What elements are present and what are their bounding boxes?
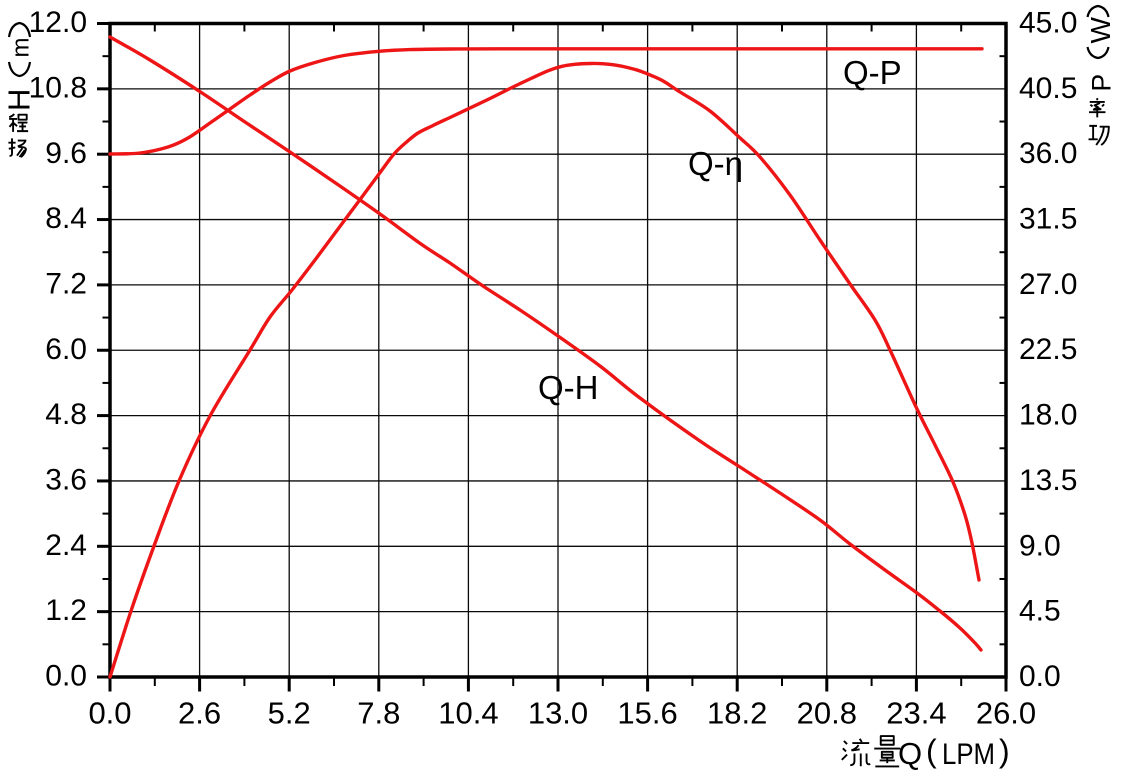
svg-text:3.6: 3.6 bbox=[45, 464, 87, 497]
svg-text:0.0: 0.0 bbox=[1019, 660, 1061, 693]
svg-text:0.0: 0.0 bbox=[45, 660, 87, 693]
svg-text:18.0: 18.0 bbox=[1019, 399, 1077, 432]
svg-text:20.8: 20.8 bbox=[797, 696, 857, 731]
svg-text:40.5: 40.5 bbox=[1019, 72, 1077, 105]
svg-text:Q-P: Q-P bbox=[843, 54, 902, 91]
svg-text:9.0: 9.0 bbox=[1019, 529, 1061, 562]
svg-text:1.2: 1.2 bbox=[45, 594, 87, 627]
svg-text:26.0: 26.0 bbox=[976, 696, 1036, 731]
svg-text:22.5: 22.5 bbox=[1019, 333, 1077, 366]
svg-text:7.8: 7.8 bbox=[357, 696, 400, 731]
svg-text:9.6: 9.6 bbox=[45, 137, 87, 170]
svg-text:W: W bbox=[1085, 17, 1116, 44]
svg-text:5.2: 5.2 bbox=[268, 696, 311, 731]
svg-text:18.2: 18.2 bbox=[707, 696, 767, 731]
svg-text:(: ( bbox=[926, 733, 937, 769]
svg-text:10.4: 10.4 bbox=[438, 696, 498, 731]
svg-text:H: H bbox=[2, 89, 37, 111]
svg-text:15.6: 15.6 bbox=[617, 696, 677, 731]
svg-text:Q: Q bbox=[898, 736, 922, 771]
svg-text:4.8: 4.8 bbox=[45, 398, 87, 431]
svg-text:2.6: 2.6 bbox=[178, 696, 221, 731]
svg-text:0.0: 0.0 bbox=[88, 696, 131, 731]
svg-text:6.0: 6.0 bbox=[45, 333, 87, 366]
svg-text:m: m bbox=[8, 38, 35, 58]
svg-text:45.0: 45.0 bbox=[1019, 7, 1077, 40]
svg-text:Q-η: Q-η bbox=[688, 145, 743, 182]
svg-text:13.5: 13.5 bbox=[1019, 464, 1077, 497]
svg-text:2.4: 2.4 bbox=[45, 529, 87, 562]
svg-text:Q-H: Q-H bbox=[538, 369, 599, 406]
svg-text:31.5: 31.5 bbox=[1019, 203, 1077, 236]
svg-text:23.4: 23.4 bbox=[886, 696, 946, 731]
svg-text:7.2: 7.2 bbox=[45, 268, 87, 301]
svg-text:27.0: 27.0 bbox=[1019, 268, 1077, 301]
svg-text:LPM: LPM bbox=[942, 738, 995, 771]
svg-text:4.5: 4.5 bbox=[1019, 595, 1061, 628]
svg-text:10.8: 10.8 bbox=[29, 71, 87, 104]
svg-text:36.0: 36.0 bbox=[1019, 137, 1077, 170]
svg-text:): ) bbox=[999, 733, 1010, 769]
svg-text:13.0: 13.0 bbox=[528, 696, 588, 731]
svg-text:12.0: 12.0 bbox=[29, 6, 87, 39]
svg-text:P: P bbox=[1087, 74, 1117, 92]
svg-text:8.4: 8.4 bbox=[45, 202, 87, 235]
